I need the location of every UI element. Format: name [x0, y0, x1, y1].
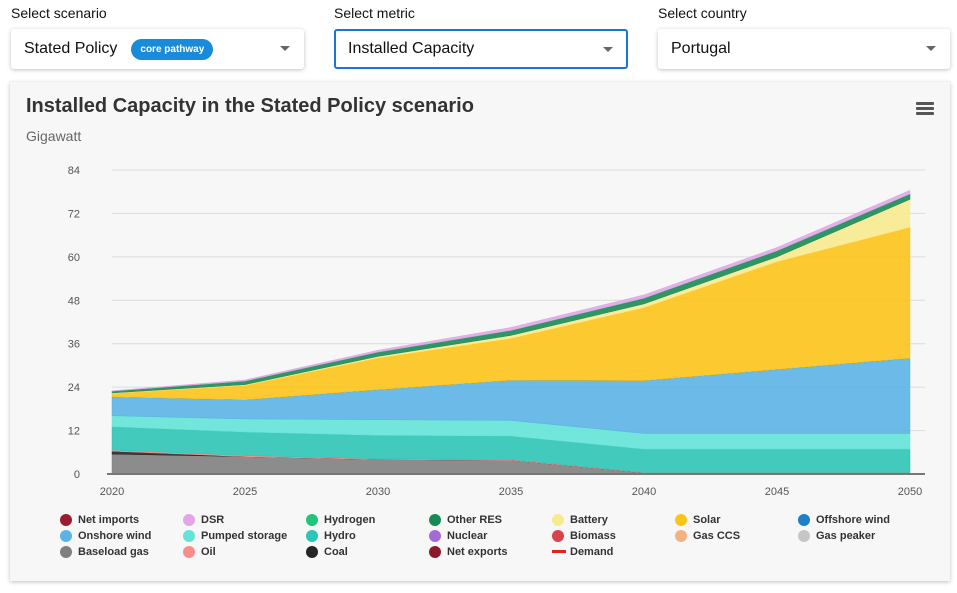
legend-label: Battery	[570, 513, 608, 526]
legend-item[interactable]: Demand	[552, 544, 675, 559]
legend-item[interactable]: Gas CCS	[675, 528, 798, 543]
legend-item[interactable]: Net imports	[60, 512, 183, 527]
y-tick-label: 12	[68, 426, 80, 438]
x-tick-label: 2040	[632, 486, 656, 498]
legend-item[interactable]: Oil	[183, 544, 306, 559]
y-tick-label: 84	[68, 165, 80, 177]
legend-label: Coal	[324, 545, 348, 558]
legend-swatch	[798, 529, 810, 542]
legend-swatch	[798, 513, 810, 526]
legend-item[interactable]: Battery	[552, 512, 675, 527]
legend-swatch	[675, 529, 687, 542]
legend-label: Demand	[570, 545, 614, 558]
y-tick-label: 0	[74, 469, 80, 481]
legend-item[interactable]: Hydro	[306, 528, 429, 543]
chart-title: Installed Capacity in the Stated Policy …	[26, 95, 474, 117]
x-tick-label: 2035	[499, 486, 523, 498]
legend-label: DSR	[201, 513, 225, 526]
legend-label: Hydro	[324, 529, 356, 542]
legend-swatch	[429, 545, 441, 558]
x-tick-label: 2045	[765, 486, 789, 498]
legend-item[interactable]: Onshore wind	[60, 528, 183, 543]
area-chart: 0 12 24 36 48 60 72 84 2020 2025 2030 2035 2040 2045 2…	[68, 165, 925, 498]
country-value: Portugal	[671, 40, 731, 57]
legend-label: Net imports	[78, 513, 140, 526]
legend-label: Gas peaker	[816, 529, 876, 542]
core-pathway-badge: core pathway	[131, 38, 214, 60]
legend-item[interactable]: Nuclear	[429, 528, 552, 543]
legend-swatch	[183, 529, 195, 542]
legend-item[interactable]: Baseload gas	[60, 544, 183, 559]
legend-swatch	[306, 513, 318, 526]
legend-swatch	[183, 545, 195, 558]
legend-item[interactable]: Hydrogen	[306, 512, 429, 527]
legend-swatch	[183, 513, 195, 526]
chevron-down-icon	[280, 46, 290, 51]
scenario-select[interactable]: Stated Policy core pathway	[11, 29, 304, 69]
legend-label: Oil	[201, 545, 216, 558]
legend-swatch	[552, 529, 564, 542]
legend-label: Pumped storage	[201, 529, 288, 542]
y-tick-label: 72	[68, 208, 80, 220]
legend-label: Offshore wind	[816, 513, 890, 526]
x-tick-label: 2025	[233, 486, 257, 498]
legend-swatch	[429, 529, 441, 542]
legend-label: Hydrogen	[324, 513, 376, 526]
x-tick-label: 2020	[100, 486, 124, 498]
y-tick-label: 24	[68, 382, 80, 394]
metric-label: Select metric	[334, 5, 415, 21]
legend-item[interactable]: DSR	[183, 512, 306, 527]
scenario-label: Select scenario	[11, 5, 107, 21]
legend-label: Onshore wind	[78, 529, 152, 542]
legend-swatch	[552, 513, 564, 526]
scenario-value: Stated Policy	[24, 40, 118, 57]
legend-swatch	[306, 545, 318, 558]
legend-item[interactable]: Net exports	[429, 544, 552, 559]
country-label: Select country	[658, 5, 747, 21]
legend-label: Net exports	[447, 545, 508, 558]
legend-item[interactable]: Coal	[306, 544, 429, 559]
legend-item[interactable]: Offshore wind	[798, 512, 921, 527]
legend-item[interactable]: Pumped storage	[183, 528, 306, 543]
legend-label: Solar	[693, 513, 721, 526]
legend-line-marker	[552, 550, 566, 553]
y-tick-label: 36	[68, 339, 80, 351]
x-tick-label: 2030	[366, 486, 390, 498]
chevron-down-icon	[603, 47, 613, 52]
legend-swatch	[60, 513, 72, 526]
legend-label: Other RES	[447, 513, 503, 526]
chevron-down-icon	[926, 46, 936, 51]
metric-select[interactable]: Installed Capacity	[334, 29, 628, 69]
legend-swatch	[60, 529, 72, 542]
hamburger-menu-icon[interactable]	[916, 102, 934, 116]
chart-card: Installed Capacity in the Stated Policy …	[10, 82, 950, 581]
legend-swatch	[306, 529, 318, 542]
area-dsr	[111, 189, 911, 392]
x-tick-label: 2050	[898, 486, 922, 498]
chart-subtitle: Gigawatt	[26, 128, 82, 144]
legend-label: Nuclear	[447, 529, 488, 542]
legend-swatch	[429, 513, 441, 526]
y-tick-label: 60	[68, 252, 80, 264]
legend-item[interactable]: Other RES	[429, 512, 552, 527]
legend-label: Gas CCS	[693, 529, 741, 542]
metric-value: Installed Capacity	[348, 40, 475, 57]
legend-swatch	[60, 545, 72, 558]
legend-item[interactable]: Gas peaker	[798, 528, 921, 543]
country-select[interactable]: Portugal	[658, 29, 950, 69]
legend-item[interactable]: Biomass	[552, 528, 675, 543]
legend-label: Baseload gas	[78, 545, 149, 558]
legend-label: Biomass	[570, 529, 616, 542]
chart-legend: Net imports DSR Hydrogen Other RES Battery So…	[60, 512, 940, 559]
legend-item[interactable]: Solar	[675, 512, 798, 527]
y-tick-label: 48	[68, 295, 80, 307]
legend-swatch	[675, 513, 687, 526]
